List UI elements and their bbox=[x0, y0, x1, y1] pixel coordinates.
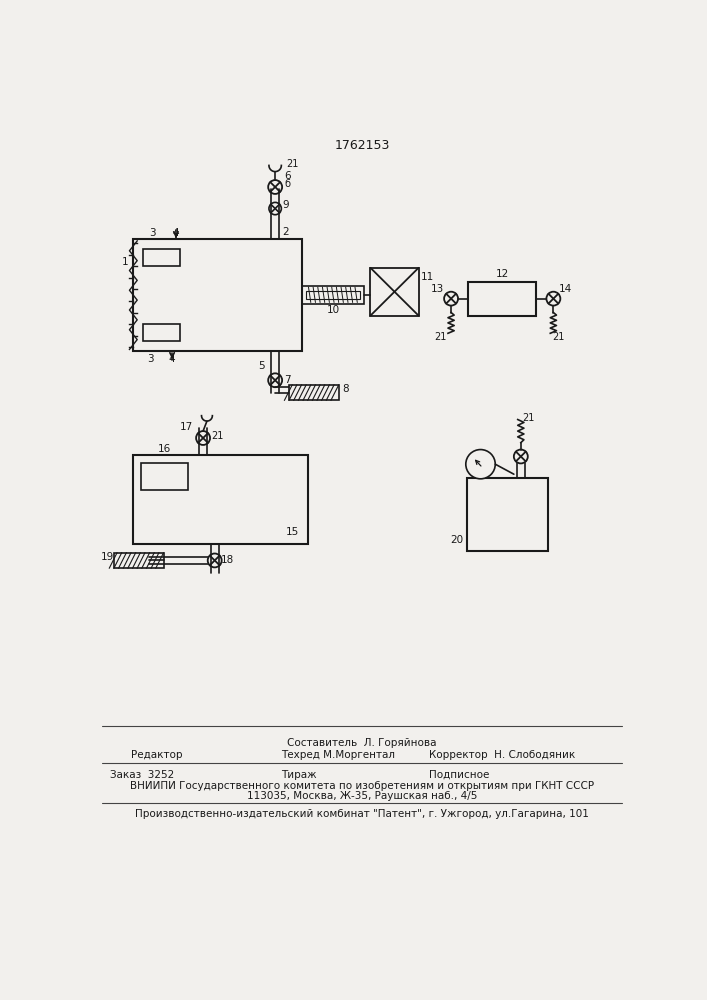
Circle shape bbox=[269, 202, 281, 215]
Text: 3: 3 bbox=[147, 354, 153, 364]
Text: 1762153: 1762153 bbox=[334, 139, 390, 152]
Circle shape bbox=[268, 373, 282, 387]
Text: 14: 14 bbox=[559, 284, 572, 294]
Text: 21: 21 bbox=[286, 159, 298, 169]
Text: Производственно-издательский комбинат "Патент", г. Ужгород, ул.Гагарина, 101: Производственно-издательский комбинат "П… bbox=[135, 809, 589, 819]
Bar bbox=[468, 282, 537, 316]
Text: 3: 3 bbox=[149, 228, 156, 238]
Text: 7: 7 bbox=[284, 375, 291, 385]
Text: 1: 1 bbox=[122, 257, 129, 267]
Text: Редактор: Редактор bbox=[131, 750, 182, 760]
Text: 113035, Москва, Ж-35, Раушская наб., 4/5: 113035, Москва, Ж-35, Раушская наб., 4/5 bbox=[247, 791, 477, 801]
Text: 12: 12 bbox=[496, 269, 509, 279]
Circle shape bbox=[514, 450, 528, 463]
Text: 13: 13 bbox=[431, 284, 444, 294]
Circle shape bbox=[466, 450, 495, 479]
Text: 2: 2 bbox=[283, 227, 289, 237]
Text: 21: 21 bbox=[211, 431, 223, 441]
Text: Подписное: Подписное bbox=[429, 770, 490, 780]
Text: б: б bbox=[284, 179, 291, 189]
Bar bbox=[306, 291, 361, 299]
Bar bbox=[370, 268, 419, 316]
Text: 19: 19 bbox=[101, 552, 115, 562]
Text: ВНИИПИ Государственного комитета по изобретениям и открытиям при ГКНТ СССР: ВНИИПИ Государственного комитета по изоб… bbox=[130, 781, 594, 791]
Text: 10: 10 bbox=[327, 305, 340, 315]
Text: 11: 11 bbox=[421, 272, 434, 282]
Text: 5: 5 bbox=[258, 361, 264, 371]
Text: 21: 21 bbox=[434, 332, 446, 342]
Bar bbox=[143, 249, 180, 266]
Text: 4: 4 bbox=[173, 228, 180, 238]
Bar bbox=[143, 324, 180, 341]
Circle shape bbox=[268, 180, 282, 194]
Text: 18: 18 bbox=[221, 555, 234, 565]
Circle shape bbox=[444, 292, 458, 306]
Circle shape bbox=[208, 554, 222, 567]
Circle shape bbox=[196, 431, 210, 445]
Text: Заказ  3252: Заказ 3252 bbox=[110, 770, 175, 780]
Bar bbox=[303, 286, 364, 304]
Text: 16: 16 bbox=[158, 444, 171, 454]
Bar bbox=[467, 478, 548, 551]
Bar bbox=[141, 463, 187, 490]
Text: 20: 20 bbox=[451, 535, 464, 545]
Text: 17: 17 bbox=[180, 422, 192, 432]
Circle shape bbox=[547, 292, 561, 306]
Bar bbox=[289, 385, 339, 400]
Text: 15: 15 bbox=[286, 527, 299, 537]
Text: Составитель  Л. Горяйнова: Составитель Л. Горяйнова bbox=[287, 738, 437, 748]
Text: Техред М.Моргентал: Техред М.Моргентал bbox=[281, 750, 395, 760]
Text: 9: 9 bbox=[283, 200, 289, 210]
Bar bbox=[134, 455, 308, 544]
Text: Тираж: Тираж bbox=[281, 770, 316, 780]
Text: 6: 6 bbox=[284, 171, 291, 181]
Text: 8: 8 bbox=[342, 384, 349, 394]
Text: 21: 21 bbox=[522, 413, 534, 423]
Bar bbox=[114, 553, 164, 568]
Text: Корректор  Н. Слободяник: Корректор Н. Слободяник bbox=[429, 750, 575, 760]
Text: 4: 4 bbox=[169, 354, 175, 364]
Bar bbox=[134, 239, 303, 351]
Text: 21: 21 bbox=[552, 332, 564, 342]
